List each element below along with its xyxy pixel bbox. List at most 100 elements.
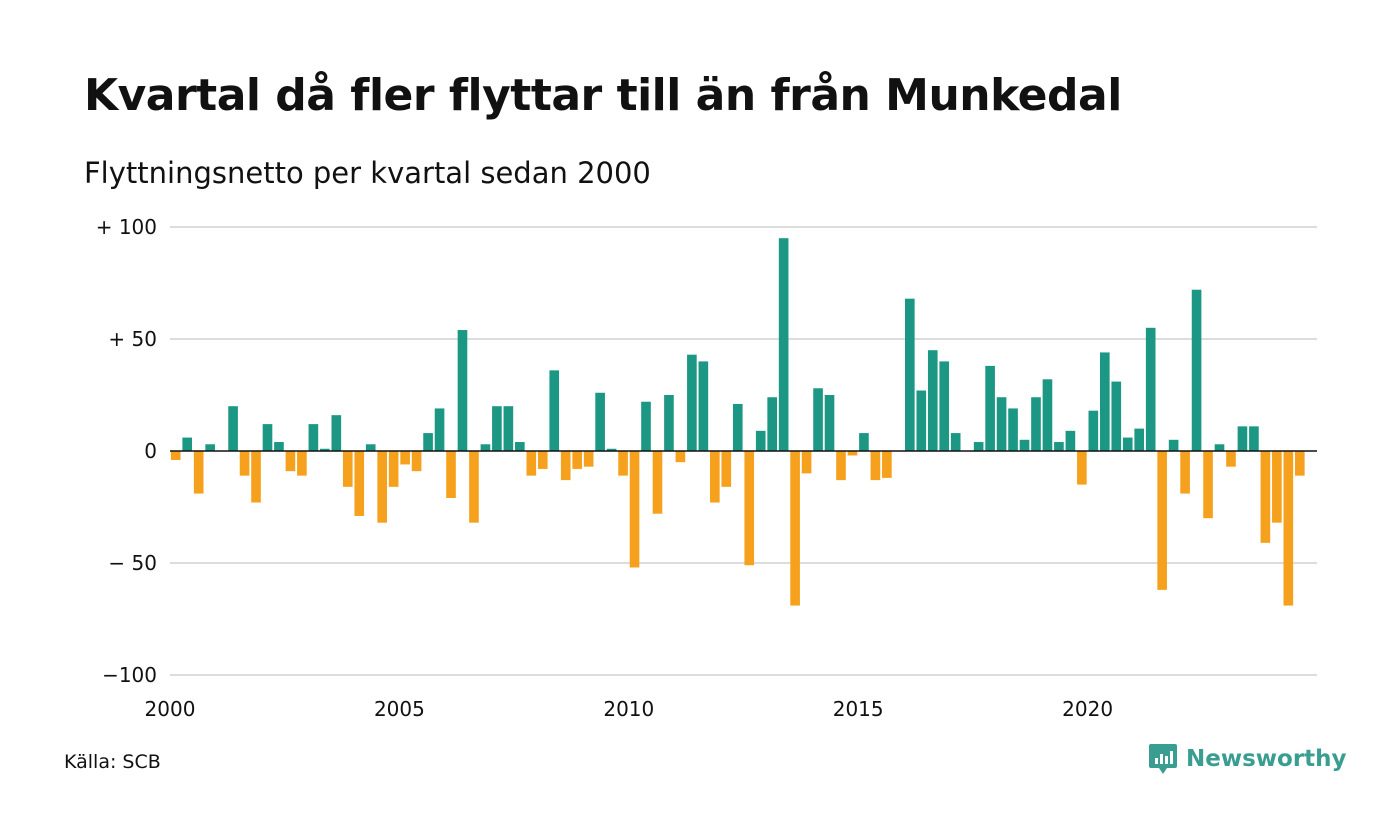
y-tick-label: −100 xyxy=(102,663,157,687)
bar xyxy=(1134,428,1145,451)
bar xyxy=(320,448,330,451)
bar xyxy=(1077,451,1087,485)
bar xyxy=(251,451,261,503)
bar xyxy=(1203,451,1213,519)
bar xyxy=(606,448,617,451)
brand-logo[interactable]: Newsworthy xyxy=(1148,742,1347,776)
bar xyxy=(1272,451,1282,523)
bar xyxy=(274,442,284,451)
bar xyxy=(664,395,674,451)
bar xyxy=(618,451,628,476)
bar xyxy=(996,397,1007,451)
bar xyxy=(801,451,812,474)
bar xyxy=(755,430,766,451)
chart-title: Kvartal då fler flyttar till än från Mun… xyxy=(84,70,1122,121)
bar xyxy=(916,390,927,451)
bar xyxy=(583,451,594,467)
y-tick-label: + 50 xyxy=(108,327,157,351)
bar xyxy=(1157,451,1167,590)
bar xyxy=(170,451,181,460)
bar xyxy=(331,415,342,451)
x-tick-label: 2015 xyxy=(833,697,884,721)
bar xyxy=(239,451,250,476)
bar xyxy=(927,350,938,451)
bar xyxy=(1214,444,1225,451)
bar xyxy=(985,365,995,451)
bar xyxy=(469,451,479,523)
bar xyxy=(1145,327,1156,451)
bar xyxy=(446,451,456,499)
bar xyxy=(503,406,514,451)
bar xyxy=(939,361,950,451)
x-tick-label: 2020 xyxy=(1062,697,1113,721)
bar xyxy=(744,451,755,566)
bar xyxy=(675,451,686,463)
bar xyxy=(1042,379,1053,451)
bar xyxy=(515,442,525,451)
bar xyxy=(824,395,835,451)
bar xyxy=(1008,408,1018,451)
bar xyxy=(193,451,204,494)
bar xyxy=(710,451,720,503)
bar xyxy=(549,370,560,451)
bar xyxy=(1191,289,1202,451)
bar-chart: + 100 + 50 0 − 50 −100 2000 2005 2010 2015 2020 xyxy=(96,215,1317,721)
bar xyxy=(629,451,640,568)
y-tick-label: + 100 xyxy=(96,215,157,239)
bar xyxy=(1122,437,1133,451)
bar xyxy=(1099,352,1110,451)
bar xyxy=(377,451,388,523)
bar xyxy=(1111,381,1122,451)
bar xyxy=(400,451,410,465)
bar xyxy=(721,451,732,487)
bar xyxy=(423,433,433,451)
bar xyxy=(778,238,789,451)
y-axis-ticks: + 100 + 50 0 − 50 −100 xyxy=(96,215,157,687)
bar xyxy=(1088,410,1099,451)
chart-subtitle: Flyttningsnetto per kvartal sedan 2000 xyxy=(84,156,651,190)
bar xyxy=(297,451,307,476)
bar xyxy=(1168,439,1179,451)
bar xyxy=(1237,426,1248,451)
x-tick-label: 2000 xyxy=(145,697,196,721)
grid-lines xyxy=(170,226,1317,676)
bar xyxy=(1294,451,1305,476)
source-note: Källa: SCB xyxy=(64,751,161,773)
bar xyxy=(434,408,445,451)
bar xyxy=(1054,442,1064,451)
bar xyxy=(182,437,193,451)
x-tick-label: 2005 xyxy=(374,697,425,721)
bar xyxy=(285,451,296,472)
bar xyxy=(411,451,422,472)
bar xyxy=(698,361,709,451)
bar xyxy=(1260,451,1271,543)
bar xyxy=(859,433,869,451)
bar xyxy=(641,401,651,451)
bar xyxy=(308,424,319,451)
bar xyxy=(526,451,537,476)
bar xyxy=(950,433,961,451)
bar xyxy=(457,330,468,451)
bar xyxy=(687,354,697,451)
bar xyxy=(813,388,823,451)
bars xyxy=(170,238,1305,606)
bar xyxy=(973,442,984,451)
bar xyxy=(572,451,582,469)
y-tick-label: 0 xyxy=(144,439,157,463)
bar xyxy=(262,424,273,451)
bar xyxy=(205,444,215,451)
bar xyxy=(537,451,548,469)
bar xyxy=(836,451,846,481)
brand-name: Newsworthy xyxy=(1186,746,1347,772)
bar xyxy=(560,451,571,481)
x-axis-ticks: 2000 2005 2010 2015 2020 xyxy=(145,697,1114,721)
bar xyxy=(847,451,858,456)
bar xyxy=(492,406,502,451)
bar xyxy=(1226,451,1236,467)
x-tick-label: 2010 xyxy=(603,697,654,721)
bar xyxy=(1283,451,1294,606)
bar xyxy=(870,451,881,481)
bar xyxy=(388,451,399,487)
bar xyxy=(365,444,376,451)
bar xyxy=(652,451,663,514)
